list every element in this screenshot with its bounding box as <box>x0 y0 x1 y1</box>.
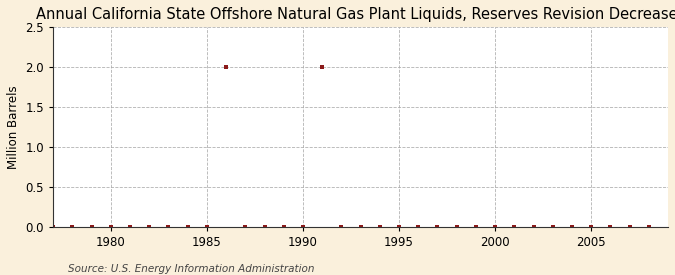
Y-axis label: Million Barrels: Million Barrels <box>7 85 20 169</box>
Text: Source: U.S. Energy Information Administration: Source: U.S. Energy Information Administ… <box>68 264 314 274</box>
Title: Annual California State Offshore Natural Gas Plant Liquids, Reserves Revision De: Annual California State Offshore Natural… <box>36 7 675 22</box>
